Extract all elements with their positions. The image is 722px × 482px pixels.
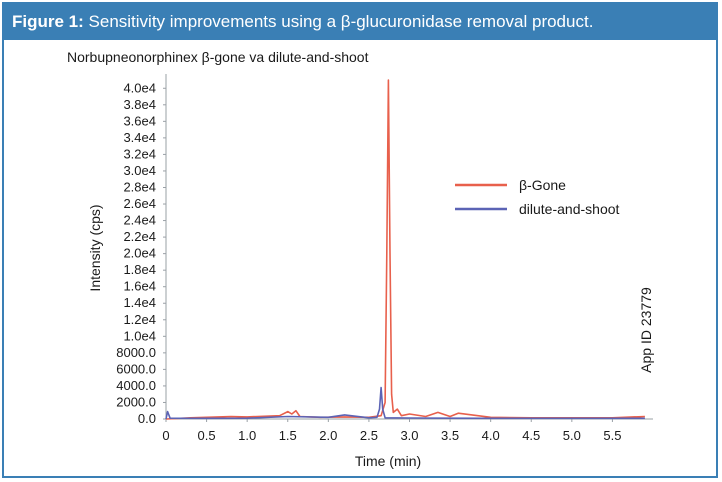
- y-tick-label: 3.6e4: [123, 113, 156, 128]
- y-axis-label: Intensity (cps): [87, 204, 103, 291]
- x-tick-label: 1.0: [238, 428, 256, 443]
- y-tick-label: 4000.0: [116, 378, 156, 393]
- x-axis-label: Time (min): [355, 453, 421, 469]
- x-tick-label: 2.5: [360, 428, 378, 443]
- x-tick-label: 0.5: [198, 428, 216, 443]
- legend-label: dilute-and-shoot: [519, 201, 620, 217]
- legend: β-Gone dilute-and-shoot: [455, 177, 620, 217]
- app-id-annotation: App ID 23779: [638, 287, 654, 373]
- x-tick-label: 2.0: [319, 428, 337, 443]
- y-tick-label: 1.2e4: [123, 312, 156, 327]
- y-tick-label: 1.6e4: [123, 279, 156, 294]
- figure-caption-bar: Figure 1: Sensitivity improvements using…: [4, 4, 716, 40]
- x-tick-label: 1.5: [279, 428, 297, 443]
- figure-caption: Sensitivity improvements using a β-glucu…: [83, 12, 594, 31]
- y-tick-label: 2000.0: [116, 394, 156, 409]
- plot-area: [165, 79, 645, 420]
- series-line-dilute-and-shoot: [165, 386, 645, 420]
- y-tick-label: 1.0e4: [123, 328, 156, 343]
- x-tick-label: 5.0: [563, 428, 581, 443]
- y-tick-label: 6000.0: [116, 361, 156, 376]
- y-tick-label: 2.2e4: [123, 229, 156, 244]
- x-axis: 0 0.5 1.0 1.5 2.0 2.5 3.0 3.5 4.0 4.5 5.0 5.5: [162, 418, 653, 443]
- figure-frame: Figure 1: Sensitivity improvements using…: [2, 2, 718, 478]
- y-tick-label: 3.4e4: [123, 130, 156, 145]
- y-tick-label: 8000.0: [116, 345, 156, 360]
- x-tick-label: 4.5: [522, 428, 540, 443]
- y-tick-label: 2.8e4: [123, 179, 156, 194]
- x-tick-label: 0: [162, 428, 169, 443]
- legend-label: β-Gone: [519, 177, 566, 193]
- figure-label: Figure 1:: [12, 12, 84, 31]
- y-tick-label: 3.0e4: [123, 163, 156, 178]
- series-line-beta-gone: [165, 79, 645, 420]
- x-tick-label: 5.5: [603, 428, 621, 443]
- y-tick-label: 0.0: [138, 411, 156, 426]
- chart-title: Norbupneonorphinex β-gone va dilute-and-…: [67, 49, 369, 65]
- x-tick-label: 4.0: [482, 428, 500, 443]
- y-tick-label: 2.6e4: [123, 196, 156, 211]
- y-tick-label: 3.2e4: [123, 146, 156, 161]
- x-tick-label: 3.5: [441, 428, 459, 443]
- y-tick-label: 1.4e4: [123, 295, 156, 310]
- y-tick-label: 2.0e4: [123, 246, 156, 261]
- y-tick-label: 2.4e4: [123, 213, 156, 228]
- y-tick-label: 1.8e4: [123, 262, 156, 277]
- x-tick-label: 3.0: [400, 428, 418, 443]
- y-tick-label: 4.0e4: [123, 80, 156, 95]
- y-tick-label: 3.8e4: [123, 97, 156, 112]
